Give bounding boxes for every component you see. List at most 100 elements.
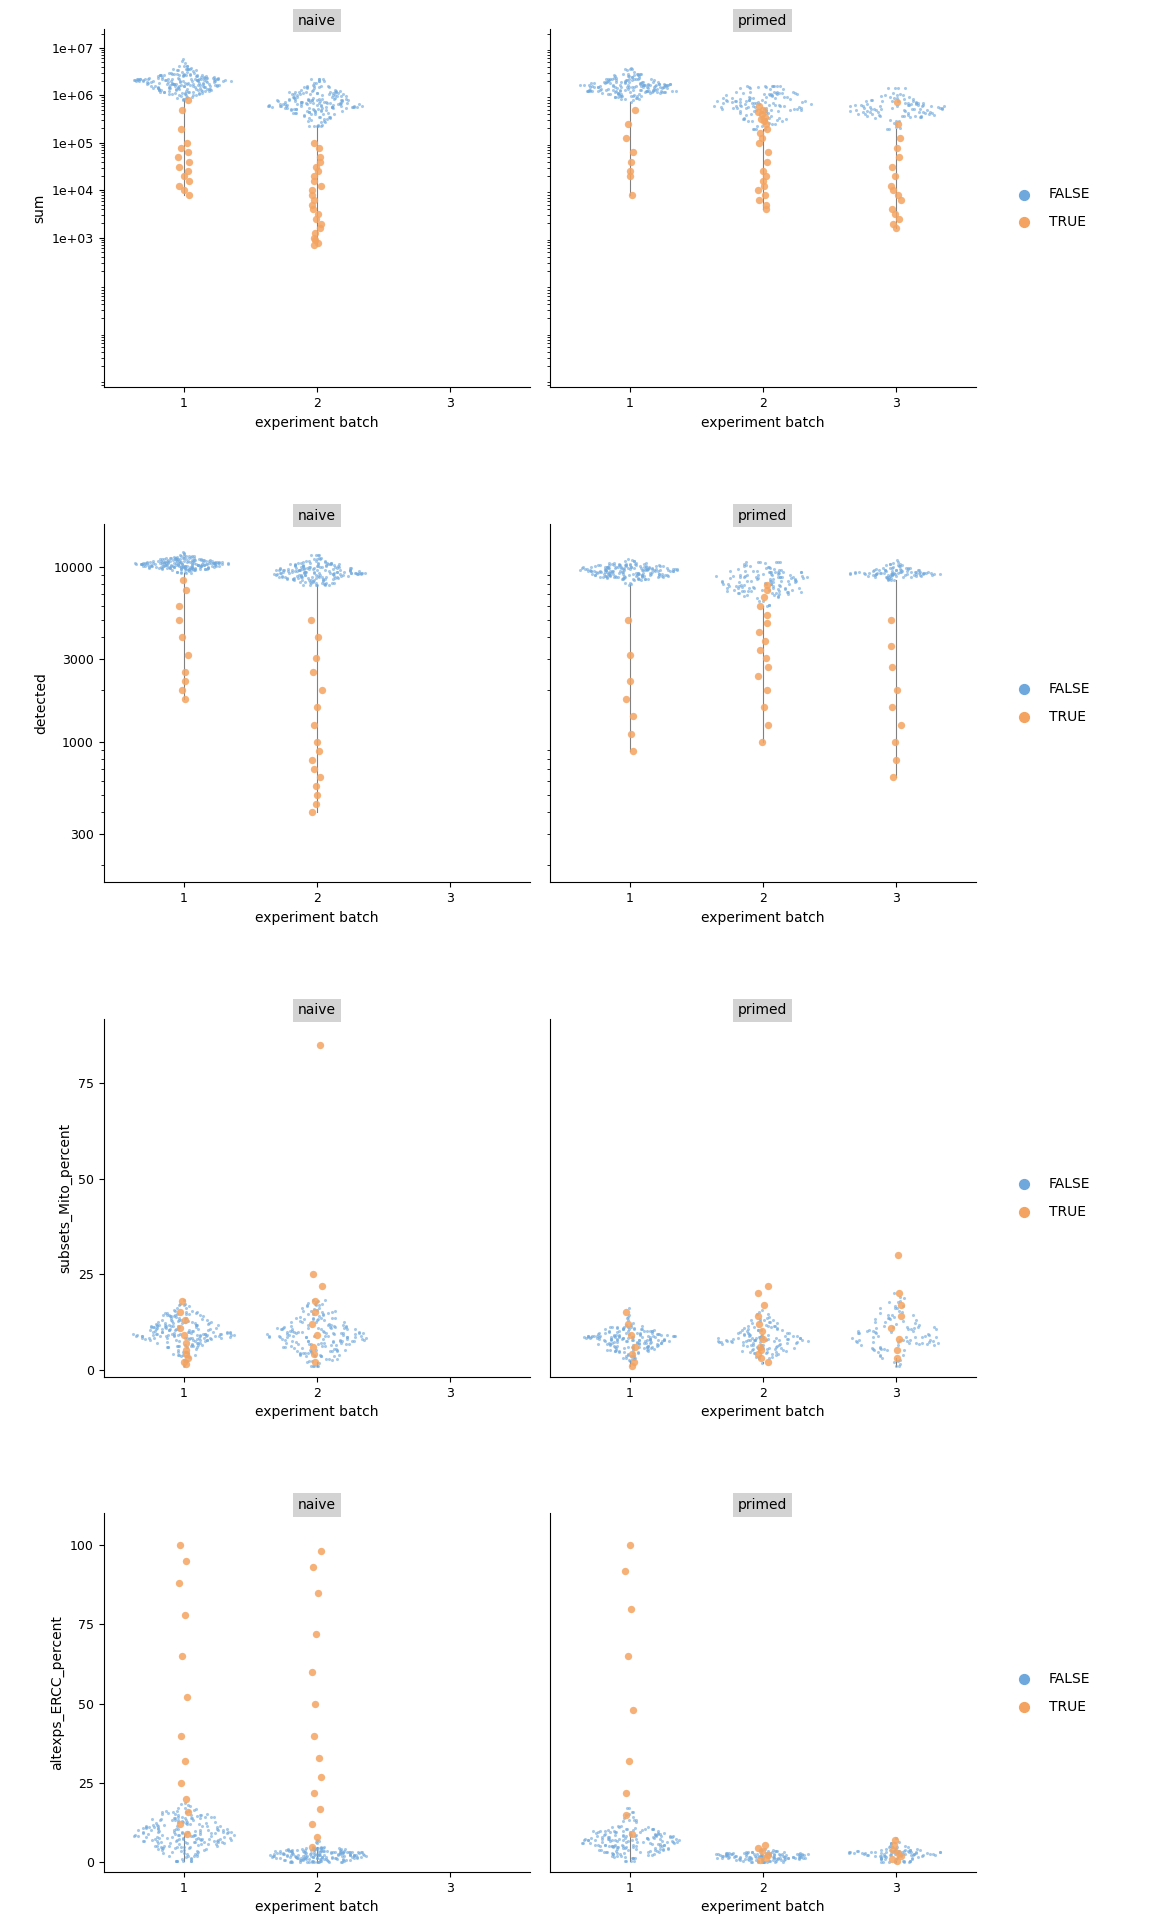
Point: [319, 1344, 338, 1375]
Point: [624, 1841, 643, 1872]
Point: [757, 96, 775, 127]
Point: [750, 1841, 768, 1872]
Point: [318, 88, 336, 119]
Point: [606, 1323, 624, 1354]
Point: [180, 1290, 198, 1321]
Point: [127, 549, 145, 580]
Point: [302, 1329, 320, 1359]
Point: [623, 1321, 642, 1352]
Point: [153, 1300, 172, 1331]
Point: [304, 71, 323, 102]
Point: [752, 1348, 771, 1379]
Point: [628, 1338, 646, 1369]
Point: [304, 557, 323, 588]
Point: [181, 54, 199, 84]
Point: [179, 1306, 197, 1336]
Point: [191, 1824, 210, 1855]
Point: [278, 92, 296, 123]
Point: [636, 564, 654, 595]
Point: [170, 540, 189, 570]
Point: [650, 69, 668, 100]
Point: [202, 75, 220, 106]
Point: [849, 1319, 867, 1350]
Point: [888, 132, 907, 163]
Point: [160, 1828, 179, 1859]
Point: [153, 551, 172, 582]
Point: [643, 1317, 661, 1348]
Point: [295, 553, 313, 584]
Point: [297, 1290, 316, 1321]
Point: [789, 92, 808, 123]
Point: [285, 83, 303, 113]
Point: [840, 90, 858, 121]
Point: [858, 96, 877, 127]
Point: [637, 551, 655, 582]
Point: [206, 545, 225, 576]
Point: [303, 1304, 321, 1334]
Point: [646, 557, 665, 588]
Point: [145, 1315, 164, 1346]
Point: [179, 58, 197, 88]
Point: [760, 553, 779, 584]
Point: [323, 1843, 341, 1874]
Point: [144, 73, 162, 104]
Point: [169, 545, 188, 576]
Point: [895, 1836, 914, 1866]
Point: [885, 1836, 903, 1866]
Point: [593, 1826, 612, 1857]
Point: [764, 566, 782, 597]
Point: [185, 545, 204, 576]
Point: [741, 551, 759, 582]
Point: [904, 94, 923, 125]
Point: [727, 86, 745, 117]
Point: [159, 545, 177, 576]
Point: [350, 88, 369, 119]
Point: [599, 65, 617, 96]
Point: [294, 77, 312, 108]
Point: [316, 1331, 334, 1361]
Point: [143, 1824, 161, 1855]
Point: [606, 1820, 624, 1851]
Point: [167, 1298, 185, 1329]
Point: [760, 1306, 779, 1336]
Point: [305, 127, 324, 157]
Point: [199, 553, 218, 584]
Point: [570, 69, 589, 100]
Point: [271, 1321, 289, 1352]
Point: [745, 1338, 764, 1369]
Point: [288, 1329, 306, 1359]
Point: [779, 1843, 797, 1874]
Point: [168, 1845, 187, 1876]
Point: [847, 1325, 865, 1356]
Point: [195, 1319, 213, 1350]
Point: [312, 1836, 331, 1866]
Point: [604, 69, 622, 100]
Point: [722, 1325, 741, 1356]
Point: [600, 63, 619, 94]
Point: [904, 1839, 923, 1870]
Point: [305, 96, 324, 127]
Point: [298, 1290, 317, 1321]
Point: [880, 1286, 899, 1317]
Point: [744, 90, 763, 121]
Point: [169, 60, 188, 90]
Point: [309, 109, 327, 140]
Point: [324, 79, 342, 109]
Point: [629, 60, 647, 90]
Point: [308, 551, 326, 582]
Point: [641, 1329, 659, 1359]
Point: [629, 564, 647, 595]
Point: [624, 81, 643, 111]
Point: [770, 79, 788, 109]
Point: [717, 1839, 735, 1870]
Point: [152, 60, 170, 90]
Point: [313, 109, 332, 140]
Point: [752, 1843, 771, 1874]
Point: [586, 551, 605, 582]
Point: [355, 1317, 373, 1348]
Point: [772, 1332, 790, 1363]
Point: [291, 79, 310, 109]
Point: [311, 94, 329, 125]
Point: [880, 1304, 899, 1334]
Point: [214, 1822, 233, 1853]
